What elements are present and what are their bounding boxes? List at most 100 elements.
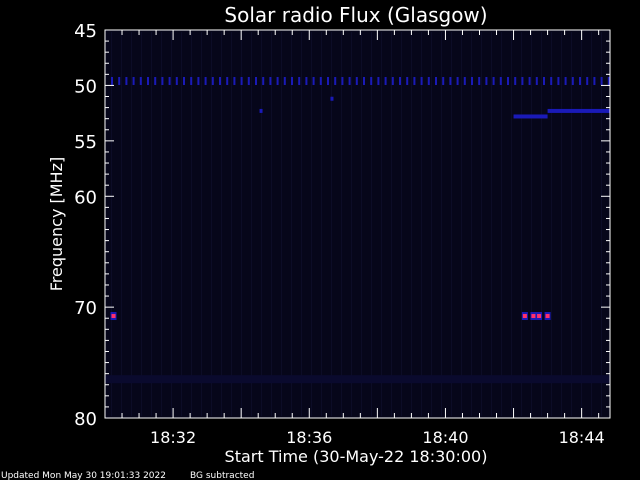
burst-spot [259,108,263,113]
interference-spike [240,76,243,85]
texture-line [231,32,232,416]
y-tick-label: 80 [74,409,97,430]
texture-line [201,32,202,416]
interference-spike [521,76,524,85]
interference-spike [370,76,373,85]
interference-spike [550,76,553,85]
interference-spike [600,76,603,85]
interference-spike [147,76,149,85]
y-tick-label: 70 [74,298,97,319]
texture-line [261,32,262,416]
texture-line [481,32,482,416]
texture-line [131,32,132,416]
texture-line [301,32,302,416]
x-tick-label: 18:32 [150,428,196,447]
texture-line [191,32,192,416]
texture-line [511,32,512,416]
texture-line [251,32,252,416]
interference-spike [161,76,164,85]
texture-line [551,32,552,416]
x-tick-label: 18:36 [286,428,332,447]
interference-spike [543,76,545,85]
texture-line [351,32,352,416]
interference-spike [478,76,481,85]
texture-line [341,32,342,416]
interference-spike [190,76,193,85]
texture-line [491,32,492,416]
interference-spike [276,76,279,85]
texture-line [321,32,322,416]
texture-line [281,32,282,416]
texture-line [371,32,372,416]
texture-line [471,32,472,416]
interference-spike [593,76,596,85]
freq-band [105,375,610,384]
burst-spot [330,96,334,101]
texture-line [271,32,272,416]
texture-line [571,32,572,416]
interference-spike [139,76,142,85]
y-tick-label: 60 [74,187,97,208]
interference-spike [391,76,394,85]
texture-line [311,32,312,416]
texture-line [391,32,392,416]
interference-spike [471,76,473,85]
interference-spike [341,76,344,85]
interference-spike [492,76,495,85]
spectrogram-features [105,76,610,384]
interference-spike [211,76,214,85]
interference-spike [571,76,574,85]
texture-line [331,32,332,416]
interference-spike [255,76,257,85]
interference-spike [427,76,430,85]
y-tick-label: 55 [74,132,97,153]
interference-spike [535,76,538,85]
interference-spike [499,76,502,85]
interference-spike [125,76,128,85]
texture-line [431,32,432,416]
interference-spike [607,76,610,85]
interference-spike [377,76,380,85]
background-texture [111,32,602,416]
interference-spike [564,76,567,85]
texture-line [211,32,212,416]
burst-spot [522,314,527,319]
texture-line [591,32,592,416]
interference-spike [399,76,401,85]
interference-spike [132,76,135,85]
texture-line [521,32,522,416]
texture-line [401,32,402,416]
texture-line [221,32,222,416]
texture-line [561,32,562,416]
interference-spike [154,76,157,85]
interference-spike [312,76,315,85]
texture-line [381,32,382,416]
interference-spike [557,76,560,85]
interference-spike [175,76,178,85]
y-tick-label: 45 [74,21,97,42]
interference-spike [528,76,531,85]
interference-spike [269,76,272,85]
texture-line [601,32,602,416]
texture-line [151,32,152,416]
y-tick-label: 50 [74,76,97,97]
texture-line [411,32,412,416]
interference-spike [247,76,250,85]
interference-spike [262,76,265,85]
updated-timestamp: Updated Mon May 30 19:01:33 2022 [1,471,166,480]
burst-spot [537,314,542,319]
texture-line [501,32,502,416]
interference-spike [219,76,221,85]
interference-spike [456,76,459,85]
texture-line [111,32,112,416]
interference-spike [413,76,416,85]
burst-spot [111,314,116,319]
burst-spot [545,314,550,319]
chart-title: Solar radio Flux (Glasgow) [224,3,487,27]
interference-spike [305,76,308,85]
interference-spike [183,76,185,85]
interference-spike [334,76,337,85]
interference-spike [118,76,121,85]
texture-line [541,32,542,416]
